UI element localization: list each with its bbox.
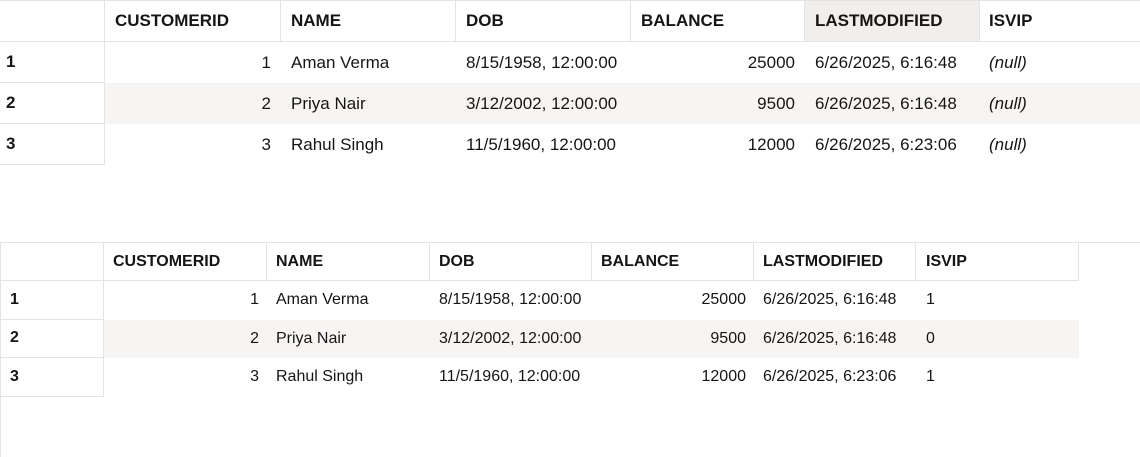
column-header-name[interactable]: NAME (281, 1, 456, 42)
column-header-customerid[interactable]: CUSTOMERID (104, 243, 267, 281)
column-header-dob[interactable]: DOB (430, 243, 592, 281)
cell-balance[interactable]: 25000 (701, 291, 747, 309)
grid-header-row: CUSTOMERID NAME DOB BALANCE LASTMODIFIED… (0, 0, 1140, 42)
table-row[interactable]: 2 2 Priya Nair 3/12/2002, 12:00:00 9500 … (1, 319, 1079, 358)
cell-customerid[interactable]: 3 (250, 368, 259, 386)
row-number-header (0, 1, 105, 42)
column-header-balance[interactable]: BALANCE (631, 1, 805, 42)
cell-customerid[interactable]: 2 (250, 329, 259, 347)
column-header-customerid[interactable]: CUSTOMERID (105, 1, 281, 42)
column-header-name[interactable]: NAME (267, 243, 430, 281)
table-row[interactable]: 1 1 Aman Verma 8/15/1958, 12:00:00 25000… (0, 42, 1140, 83)
column-header-isvip[interactable]: ISVIP (916, 243, 1079, 281)
cell-balance[interactable]: 25000 (747, 52, 795, 72)
row-number[interactable]: 2 (1, 319, 104, 358)
cell-lastmodified[interactable]: 6/26/2025, 6:23:06 (763, 368, 897, 386)
table-row[interactable]: 3 3 Rahul Singh 11/5/1960, 12:00:00 1200… (0, 124, 1140, 165)
result-grid-after-update: CUSTOMERID NAME DOB BALANCE LASTMODIFIED… (0, 242, 1140, 457)
cell-balance[interactable]: 12000 (747, 134, 795, 154)
cell-customerid[interactable]: 3 (261, 134, 271, 154)
cell-lastmodified[interactable]: 6/26/2025, 6:16:48 (763, 291, 897, 309)
cell-customerid[interactable]: 2 (261, 93, 271, 113)
cell-isvip[interactable]: (null) (989, 93, 1027, 113)
column-header-balance[interactable]: BALANCE (592, 243, 754, 281)
row-number[interactable]: 1 (0, 42, 105, 83)
table-row[interactable]: 2 2 Priya Nair 3/12/2002, 12:00:00 9500 … (0, 83, 1140, 124)
row-number[interactable]: 1 (1, 281, 104, 320)
row-number[interactable]: 3 (1, 358, 104, 397)
cell-name[interactable]: Priya Nair (291, 93, 366, 113)
cell-dob[interactable]: 11/5/1960, 12:00:00 (439, 368, 581, 386)
cell-balance[interactable]: 12000 (701, 368, 747, 386)
column-header-dob[interactable]: DOB (456, 1, 631, 42)
table-row[interactable]: 3 3 Rahul Singh 11/5/1960, 12:00:00 1200… (1, 358, 1079, 397)
cell-dob[interactable]: 3/12/2002, 12:00:00 (466, 93, 618, 113)
cell-lastmodified[interactable]: 6/26/2025, 6:16:48 (815, 52, 957, 72)
column-header-lastmodified[interactable]: LASTMODIFIED (805, 1, 980, 42)
cell-lastmodified[interactable]: 6/26/2025, 6:23:06 (815, 134, 957, 154)
cell-isvip[interactable]: 0 (926, 329, 935, 347)
row-number[interactable]: 2 (0, 83, 105, 124)
cell-lastmodified[interactable]: 6/26/2025, 6:16:48 (815, 93, 957, 113)
table-row[interactable]: 1 1 Aman Verma 8/15/1958, 12:00:00 25000… (1, 281, 1079, 320)
cell-name[interactable]: Aman Verma (291, 52, 390, 72)
row-number-header (1, 243, 104, 281)
cell-isvip[interactable]: 1 (926, 368, 935, 386)
cell-name[interactable]: Priya Nair (276, 329, 347, 347)
cell-balance[interactable]: 9500 (757, 93, 795, 113)
cell-isvip[interactable]: (null) (989, 134, 1027, 154)
cell-lastmodified[interactable]: 6/26/2025, 6:16:48 (763, 329, 897, 347)
cell-dob[interactable]: 11/5/1960, 12:00:00 (466, 134, 616, 154)
cell-dob[interactable]: 8/15/1958, 12:00:00 (439, 291, 582, 309)
cell-isvip[interactable]: (null) (989, 52, 1027, 72)
cell-name[interactable]: Rahul Singh (291, 134, 384, 154)
row-number[interactable]: 3 (0, 124, 105, 165)
column-header-lastmodified[interactable]: LASTMODIFIED (754, 243, 916, 281)
cell-isvip[interactable]: 1 (926, 291, 935, 309)
cell-balance[interactable]: 9500 (710, 329, 746, 347)
cell-customerid[interactable]: 1 (261, 52, 271, 72)
cell-dob[interactable]: 8/15/1958, 12:00:00 (466, 52, 618, 72)
cell-customerid[interactable]: 1 (250, 291, 259, 309)
column-header-isvip[interactable]: ISVIP (980, 1, 1140, 42)
cell-name[interactable]: Aman Verma (276, 291, 369, 309)
result-grid-before-update: CUSTOMERID NAME DOB BALANCE LASTMODIFIED… (0, 0, 1140, 166)
cell-name[interactable]: Rahul Singh (276, 368, 364, 386)
cell-dob[interactable]: 3/12/2002, 12:00:00 (439, 329, 582, 347)
grid-header-row: CUSTOMERID NAME DOB BALANCE LASTMODIFIED… (1, 242, 1140, 281)
